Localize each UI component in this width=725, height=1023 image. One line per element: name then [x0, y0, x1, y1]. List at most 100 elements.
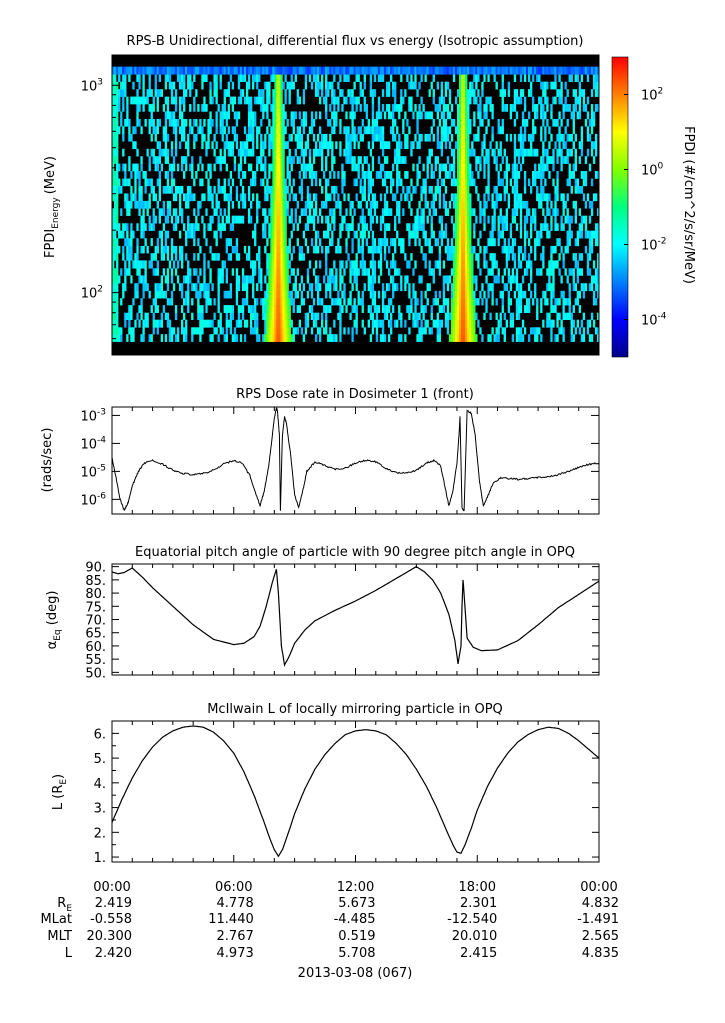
spectrogram-cell	[325, 178, 328, 187]
spectrogram-cell	[321, 74, 324, 82]
spectrogram-cell	[266, 178, 269, 187]
spectrogram-cell	[170, 163, 174, 172]
spectrogram-cell	[416, 208, 419, 216]
spectrogram-cell	[323, 305, 326, 313]
spectrogram-cell	[254, 223, 257, 231]
spectrogram-cell	[260, 148, 263, 157]
spectrogram-cell	[229, 223, 233, 231]
spectrogram-cell	[302, 89, 306, 97]
spectrogram-cell	[361, 208, 364, 216]
spectrogram-cell	[513, 215, 517, 224]
spectrogram-cell	[114, 245, 117, 254]
spectrogram-cell	[446, 170, 450, 179]
spectrogram-cell	[249, 312, 253, 321]
spectrogram-cell	[532, 148, 535, 157]
spectrogram-cell	[461, 66, 464, 75]
spectrogram-cell	[245, 66, 249, 75]
spectrogram-cell	[448, 89, 452, 97]
spectrogram-cell	[361, 66, 364, 75]
spectrogram-cell	[452, 283, 456, 292]
spectrogram-cell	[371, 178, 375, 187]
spectrogram-cell	[534, 327, 537, 335]
spectrogram-cell	[327, 275, 330, 284]
ephemeris-row-label-main: L	[65, 946, 73, 961]
spectrogram-cell	[440, 230, 444, 239]
spectrogram-cell	[197, 238, 200, 247]
spectrogram-cell	[276, 230, 279, 239]
spectrogram-cell	[237, 283, 241, 292]
spectrogram-cell	[534, 66, 537, 75]
spectrogram-cell	[491, 223, 494, 231]
spectrogram-cell	[375, 133, 379, 142]
spectrogram-cell	[241, 215, 245, 224]
spectrogram-cell	[465, 126, 468, 135]
spectrogram-cell	[592, 66, 596, 75]
spectrogram-cell	[284, 305, 287, 313]
spectrogram-cell	[499, 208, 502, 216]
spectrogram-cell	[300, 245, 304, 254]
spectrogram-cell	[461, 334, 464, 342]
spectrogram-cell	[112, 223, 115, 231]
spectrogram-cell	[501, 298, 504, 306]
colorbar-tick-exponent: 2	[658, 87, 664, 97]
spectrogram-cell	[418, 81, 421, 90]
spectrogram-cell	[574, 283, 577, 292]
spectrogram-cell	[260, 104, 263, 112]
spectrogram-cell	[527, 89, 531, 97]
spectrogram-cell	[282, 305, 285, 313]
spectrogram-cell	[452, 163, 456, 172]
spectrogram-cell	[515, 96, 519, 105]
spectrogram-cell	[134, 178, 137, 187]
spectrogram-cell	[136, 268, 139, 276]
spectrogram-cell	[314, 312, 318, 321]
spectrogram-cell	[193, 208, 196, 216]
spectrogram-cell	[584, 283, 588, 292]
spectrogram-cell	[375, 200, 379, 209]
spectrogram-cell	[560, 118, 563, 127]
spectrogram-cell	[428, 208, 431, 216]
spectrogram-cell	[452, 66, 456, 75]
spectrogram-cell	[304, 111, 308, 120]
spectrogram-cell	[239, 319, 243, 328]
spectrogram-cell	[229, 170, 233, 179]
spectrogram-cell	[562, 111, 565, 120]
spectrogram-cell	[298, 111, 302, 120]
spectrogram-cell	[566, 193, 569, 202]
spectrogram-cell	[465, 66, 468, 75]
spectrogram-cell	[485, 96, 488, 105]
spectrogram-cell	[325, 141, 328, 150]
spectrogram-cell	[329, 141, 332, 150]
spectrogram-cell	[225, 275, 228, 284]
spectrogram-cell	[209, 215, 212, 224]
spectrogram-cell	[556, 170, 559, 179]
spectrogram-cell	[272, 283, 275, 292]
spectrogram-cell	[353, 298, 356, 306]
spectrogram-cell	[540, 268, 543, 276]
spectrogram-cell	[475, 215, 478, 224]
spectrogram-cell	[195, 290, 198, 299]
spectrogram-cell	[385, 170, 389, 179]
spectrogram-cell	[596, 312, 600, 321]
spectrogram-cell	[554, 141, 557, 150]
spectrogram-cell	[124, 260, 127, 269]
spectrogram-cell	[410, 141, 413, 150]
spectrogram-cell	[343, 96, 346, 105]
spectrogram-cell	[243, 283, 247, 292]
spectrogram-cell	[335, 185, 338, 194]
spectrogram-cell	[412, 223, 415, 231]
spectrogram-cell	[235, 111, 239, 120]
spectrogram-cell	[227, 238, 230, 247]
spectrogram-cell	[341, 185, 344, 194]
spectrogram-cell	[146, 96, 149, 105]
spectrogram-cell	[134, 253, 137, 261]
spectrogram-cell	[499, 290, 502, 299]
spectrogram-cell	[314, 74, 318, 82]
spectrogram-cell	[448, 253, 452, 261]
spectrogram-cell	[483, 208, 486, 216]
spectrogram-cell	[497, 178, 500, 187]
spectrogram-cell	[252, 290, 255, 299]
spectrogram-cell	[156, 260, 159, 269]
spectrogram-cell	[363, 96, 366, 105]
dose-rate-title: RPS Dose rate in Dosimeter 1 (front)	[236, 387, 474, 402]
spectrogram-cell	[481, 298, 484, 306]
